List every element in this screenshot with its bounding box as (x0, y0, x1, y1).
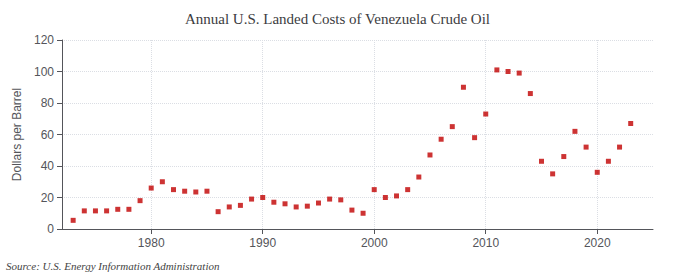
svg-text:Annual U.S. Landed Costs of Ve: Annual U.S. Landed Costs of Venezuela Cr… (185, 11, 490, 27)
svg-text:1980: 1980 (138, 236, 165, 250)
svg-text:40: 40 (41, 159, 55, 173)
svg-text:2000: 2000 (361, 236, 388, 250)
svg-text:0: 0 (47, 222, 54, 236)
svg-text:2020: 2020 (584, 236, 611, 250)
svg-text:Dollars per Barrel: Dollars per Barrel (10, 88, 24, 181)
svg-text:60: 60 (41, 128, 55, 142)
svg-text:80: 80 (41, 96, 55, 110)
svg-text:Source: U.S. Energy Informatio: Source: U.S. Energy Information Administ… (6, 260, 220, 272)
svg-text:1990: 1990 (249, 236, 276, 250)
svg-text:120: 120 (34, 33, 54, 47)
svg-text:100: 100 (34, 65, 54, 79)
svg-text:20: 20 (41, 191, 55, 205)
svg-text:2010: 2010 (472, 236, 499, 250)
